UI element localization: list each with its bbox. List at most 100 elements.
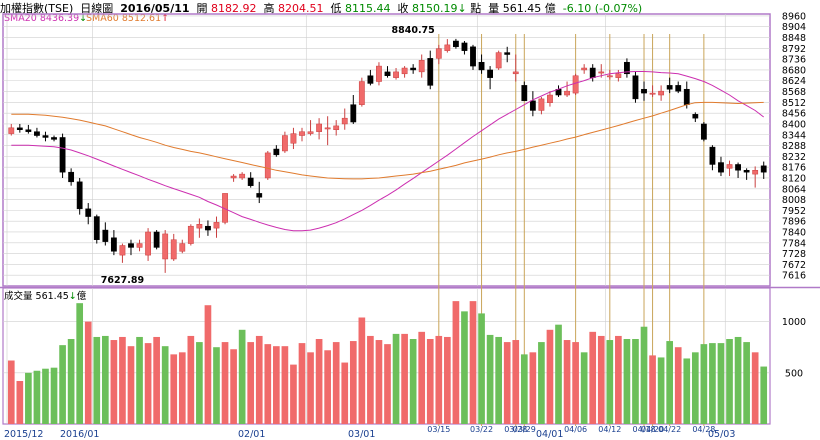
candle-body	[25, 129, 32, 132]
price-tick-label: 7784	[782, 238, 806, 249]
x-axis-date-label: 02/01	[238, 429, 265, 440]
candle-body	[128, 243, 134, 248]
volume-bar	[632, 339, 639, 424]
volume-bar	[461, 311, 468, 424]
price-tick-label: 8848	[782, 33, 806, 44]
candle-body	[453, 40, 459, 48]
candle-body	[529, 100, 536, 111]
volume-legend-unit: 億	[76, 291, 87, 302]
candle-body	[572, 75, 579, 94]
volume-bar	[375, 340, 383, 424]
volume-legend: 成交量 561.45↓億	[4, 288, 86, 302]
volume-bar	[435, 335, 443, 424]
x-axis-date-label: 05/03	[708, 429, 735, 440]
volume-bar	[273, 346, 280, 424]
candle-body	[187, 225, 194, 244]
volume-bar	[623, 339, 631, 424]
candle-body	[205, 225, 211, 231]
candle-body	[42, 135, 49, 138]
candle-body	[93, 216, 100, 240]
candle-body	[34, 131, 40, 136]
unit-label: 點	[470, 2, 482, 15]
volume-bar	[25, 372, 32, 424]
volume-bar	[401, 333, 408, 424]
candle-body	[247, 177, 254, 186]
chart-period: 日線圖	[80, 2, 114, 15]
candle-body	[68, 171, 75, 183]
candle-body	[102, 229, 109, 242]
volume-bar	[444, 336, 451, 424]
volume-label: 量	[488, 2, 500, 15]
volume-bar	[426, 339, 434, 424]
candle-body	[700, 123, 707, 140]
volume-bar	[392, 333, 400, 424]
candle-body	[410, 67, 417, 71]
volume-bar	[332, 342, 340, 424]
volume-bar	[67, 339, 75, 424]
candle-body	[51, 137, 57, 140]
sma20-line	[11, 71, 765, 232]
volume-bar	[418, 331, 426, 424]
volume-bar	[538, 342, 545, 424]
volume-bar	[717, 343, 725, 424]
candle-body	[264, 152, 271, 179]
candle-body	[324, 127, 331, 130]
volume-bar	[657, 357, 665, 424]
volume-bar	[606, 340, 614, 424]
candle-body	[658, 90, 665, 96]
price-tick-label: 8400	[782, 119, 806, 130]
volume-bar	[230, 349, 237, 424]
price-tick-label: 8512	[782, 98, 806, 109]
volume-bar	[255, 335, 263, 424]
candle-body	[110, 237, 117, 252]
candle-body	[444, 44, 451, 51]
candle-body	[470, 46, 476, 67]
price-tick-label: 8792	[782, 44, 806, 55]
candle-body	[179, 243, 186, 252]
change-value: -6.10 (-0.07%)	[562, 2, 643, 15]
candle-body	[136, 243, 143, 248]
candle-body	[256, 193, 263, 198]
candle-body	[196, 224, 203, 229]
extreme-value-label: 7627.89	[101, 275, 144, 286]
event-marker-label: 04/22	[658, 425, 681, 434]
volume-bar	[93, 336, 101, 424]
price-tick-label: 7896	[782, 217, 806, 228]
candle-body	[16, 127, 23, 130]
candle-body	[376, 65, 382, 82]
volume-bar	[760, 366, 768, 424]
candle-body	[350, 104, 357, 123]
x-axis-date-label: 2015/12	[4, 429, 43, 440]
volume-bar	[580, 352, 588, 424]
price-tick-label: 8736	[782, 55, 806, 66]
candle-body	[504, 52, 511, 55]
low-value: 8115.44	[345, 2, 391, 15]
candle-body	[316, 123, 322, 132]
candle-body	[675, 85, 682, 92]
candle-body	[495, 52, 502, 69]
volume-bar	[469, 301, 477, 424]
price-tick-label: 8456	[782, 109, 806, 120]
volume-bar	[307, 352, 314, 424]
volume-bar	[247, 342, 255, 424]
price-tick-label: 8904	[782, 22, 806, 33]
extreme-value-label: 8840.75	[392, 25, 435, 36]
candle-body	[213, 222, 220, 229]
volume-bar	[358, 317, 366, 424]
event-marker-label: 04/20	[641, 425, 664, 434]
volume-bar	[751, 352, 759, 424]
volume-bar	[341, 362, 349, 424]
candle-body	[649, 92, 656, 95]
candle-body	[632, 75, 639, 100]
high-label: 高	[263, 2, 275, 15]
volume-bar	[7, 360, 15, 424]
volume-value: 561.45 億	[502, 2, 556, 15]
price-tick-label: 8960	[782, 11, 806, 22]
candle-body	[726, 164, 733, 169]
volume-bar	[281, 346, 289, 424]
candle-body	[239, 173, 246, 179]
candle-body	[8, 127, 15, 134]
price-tick-label: 8232	[782, 152, 806, 163]
price-tick-label: 8568	[782, 87, 806, 98]
volume-bar	[16, 380, 24, 424]
